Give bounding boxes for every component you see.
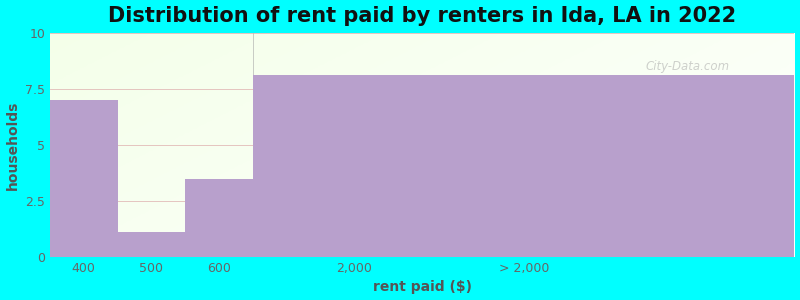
Bar — [50, 100, 118, 257]
Bar — [186, 178, 253, 257]
X-axis label: rent paid ($): rent paid ($) — [373, 280, 472, 294]
Text: City-Data.com: City-Data.com — [646, 60, 730, 73]
Title: Distribution of rent paid by renters in Ida, LA in 2022: Distribution of rent paid by renters in … — [108, 6, 736, 26]
Bar — [253, 75, 794, 257]
Bar — [118, 232, 186, 257]
Y-axis label: households: households — [6, 100, 19, 190]
